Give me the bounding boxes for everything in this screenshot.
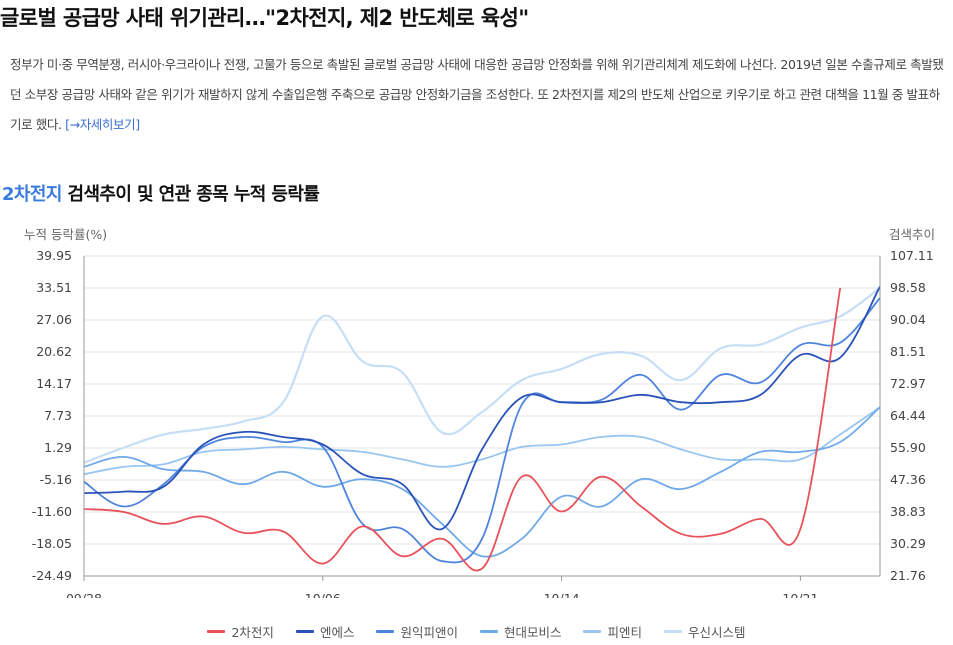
x-tick-label: 10/06 bbox=[305, 591, 341, 598]
series-lines bbox=[83, 286, 881, 572]
legend-item[interactable]: 우신시스템 bbox=[664, 622, 746, 641]
legend-item[interactable]: 피엔티 bbox=[583, 622, 642, 641]
legend-label: 엔에스 bbox=[319, 625, 355, 640]
left-tick-label: 7.73 bbox=[44, 408, 72, 423]
chart-legend: 2차전지 엔에스 원익피앤이 현대모비스 피엔티 우신시스템 bbox=[0, 622, 953, 641]
x-tick-label: 09/28 bbox=[66, 591, 102, 598]
legend-label: 2차전지 bbox=[231, 625, 274, 640]
series-line-2 bbox=[83, 286, 881, 531]
legend-item[interactable]: 현대모비스 bbox=[479, 622, 562, 641]
right-tick-label: 38.83 bbox=[890, 504, 926, 519]
right-tick-label: 55.90 bbox=[890, 440, 926, 455]
right-tick-label: 81.51 bbox=[890, 344, 926, 359]
right-tick-label: 72.97 bbox=[890, 376, 926, 391]
right-tick-label: 30.29 bbox=[890, 536, 926, 551]
left-tick-label: 1.29 bbox=[44, 440, 72, 455]
legend-item[interactable]: 엔에스 bbox=[295, 622, 355, 641]
grid-lines bbox=[84, 255, 880, 577]
right-tick-label: 98.58 bbox=[890, 280, 926, 295]
right-tick-label: 64.44 bbox=[890, 408, 926, 423]
chart-axes: 39.95 107.11 33.51 98.58 27.06 90.04 20.62 81.5… bbox=[24, 227, 935, 598]
summary-text: 정부가 미·중 무역분쟁, 러시아·우크라이나 전쟁, 고물가 등으로 촉발된 … bbox=[10, 57, 944, 132]
left-tick-label: 27.06 bbox=[36, 312, 72, 327]
left-tick-label: -24.49 bbox=[32, 568, 72, 583]
series-line-3 bbox=[83, 297, 881, 564]
left-tick-label: -18.05 bbox=[32, 536, 72, 551]
legend-item[interactable]: 2차전지 bbox=[207, 622, 274, 641]
left-tick-label: 14.17 bbox=[36, 376, 72, 391]
article-summary: 정부가 미·중 무역분쟁, 러시아·우크라이나 전쟁, 고물가 등으로 촉발된 … bbox=[10, 50, 945, 140]
left-axis-title: 누적 등락률(%) bbox=[24, 227, 107, 242]
right-tick-label: 107.11 bbox=[890, 248, 934, 263]
legend-swatch bbox=[664, 630, 682, 633]
x-tick-label: 10/21 bbox=[782, 591, 818, 598]
legend-label: 우신시스템 bbox=[688, 625, 746, 640]
left-tick-label: 39.95 bbox=[36, 248, 72, 263]
article-headline: 글로벌 공급망 사태 위기관리…"2차전지, 제2 반도체로 육성" bbox=[0, 6, 529, 30]
series-line-1 bbox=[83, 287, 842, 572]
line-chart: 39.95 107.11 33.51 98.58 27.06 90.04 20.62 81.5… bbox=[24, 227, 935, 598]
right-tick-label: 21.76 bbox=[890, 568, 926, 583]
series-line-4 bbox=[83, 406, 881, 558]
legend-swatch bbox=[583, 630, 602, 633]
left-tick-label: 33.51 bbox=[36, 280, 72, 295]
right-tick-label: 47.36 bbox=[890, 472, 926, 487]
x-tick-label: 10/14 bbox=[544, 591, 580, 598]
left-tick-label: 20.62 bbox=[36, 344, 72, 359]
legend-swatch bbox=[376, 630, 395, 633]
legend-swatch bbox=[295, 630, 314, 633]
series-line-search-trend bbox=[83, 287, 881, 464]
section-title-rest: 검색추이 및 연관 종목 누적 등락률 bbox=[61, 184, 320, 205]
legend-label: 원익피앤이 bbox=[400, 625, 458, 640]
left-tick-label: -5.16 bbox=[40, 472, 72, 487]
more-link[interactable]: [→자세히보기] bbox=[65, 117, 140, 132]
right-tick-label: 90.04 bbox=[890, 312, 926, 327]
legend-label: 현대모비스 bbox=[503, 625, 562, 640]
right-axis-title: 검색추이 bbox=[889, 227, 935, 242]
left-tick-label: -11.60 bbox=[32, 504, 72, 519]
keyword-highlight: 2차전지 bbox=[2, 184, 62, 205]
legend-swatch bbox=[479, 630, 498, 633]
chart-section-title: 2차전지 검색추이 및 연관 종목 누적 등락률 bbox=[2, 180, 320, 206]
series-line-5 bbox=[83, 406, 881, 476]
legend-label: 피엔티 bbox=[607, 625, 642, 640]
legend-swatch bbox=[207, 630, 226, 633]
legend-item[interactable]: 원익피앤이 bbox=[376, 622, 458, 641]
